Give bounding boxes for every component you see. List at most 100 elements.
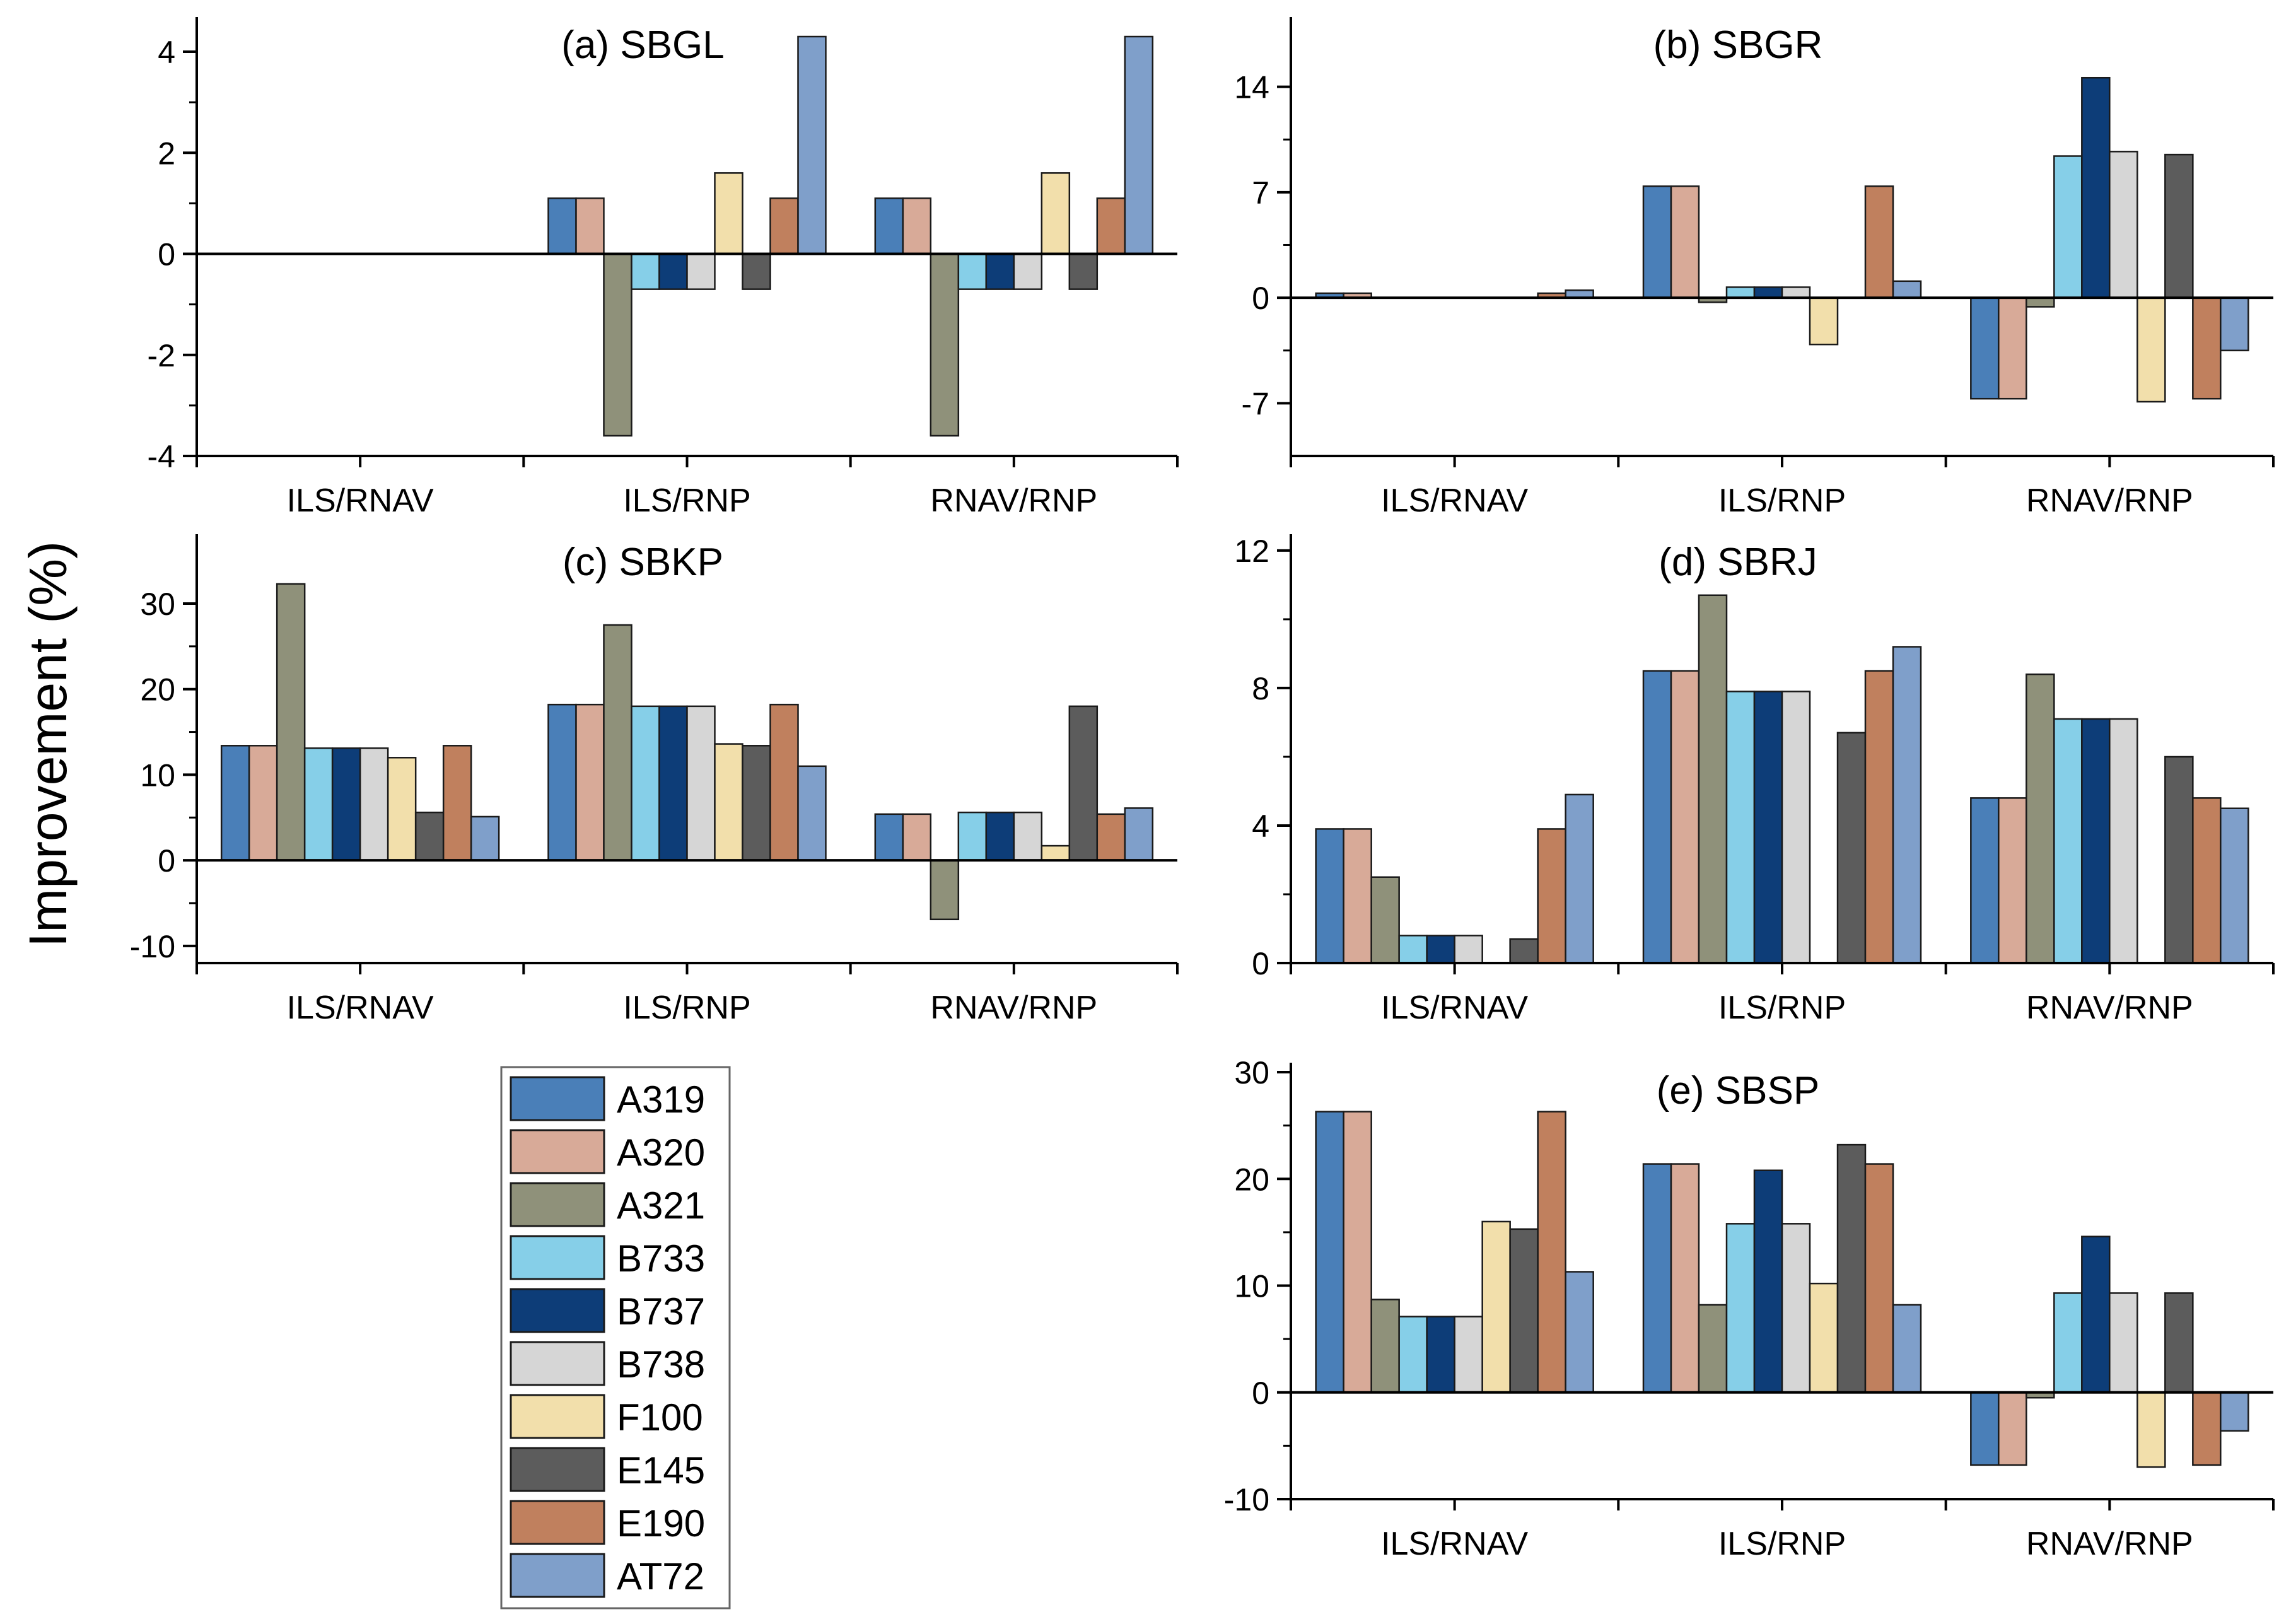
bar-b-a320-rnav-rnp	[1998, 296, 2027, 400]
bar-e-e190-ils-rnp	[1864, 1163, 1894, 1394]
bar-c-b738-ils-rnav	[359, 747, 389, 862]
bar-a-a321-ils-rnp	[603, 253, 633, 437]
bar-c-a319-ils-rnav	[220, 745, 250, 862]
bar-c-e190-ils-rnp	[769, 703, 799, 862]
y-tick-label: 20	[1234, 1162, 1269, 1197]
bar-d-a320-ils-rnp	[1670, 670, 1700, 964]
y-tick-label: 0	[1252, 946, 1269, 981]
legend-label-f100: F100	[617, 1396, 703, 1439]
bar-a-e190-ils-rnp	[769, 197, 799, 255]
panel-a-sbgl: -4 -2 0 2 4 ILS/RNAV ILS/RNP RNAV/RNP (a) SBGL	[148, 17, 1179, 519]
bar-e-b738-ils-rnav	[1454, 1316, 1483, 1394]
bar-e-b737-ils-rnp	[1753, 1169, 1783, 1393]
bar-c-a321-ils-rnp	[603, 624, 633, 862]
bar-e-e145-rnav-rnp	[2164, 1292, 2194, 1393]
y-tick-label: 0	[158, 843, 175, 879]
panel-title: (e) SBSP	[1657, 1069, 1819, 1113]
bar-c-b738-rnav-rnp	[1013, 811, 1043, 862]
bar-d-at72-ils-rnav	[1565, 793, 1594, 964]
bar-d-a319-ils-rnp	[1642, 670, 1672, 964]
bar-d-b737-ils-rnav	[1426, 935, 1455, 964]
legend-label-b733: B733	[617, 1237, 705, 1280]
bar-c-b738-ils-rnp	[686, 705, 716, 862]
legend-label-b737: B737	[617, 1290, 705, 1333]
y-tick-label: 2	[158, 136, 175, 171]
x-tick-label: ILS/RNP	[1718, 1526, 1846, 1562]
y-tick-label: 8	[1252, 671, 1269, 706]
y-tick-label: -2	[148, 338, 175, 373]
bar-b-a321-rnav-rnp	[2026, 296, 2055, 308]
y-tick-label: 0	[158, 237, 175, 272]
bar-d-at72-ils-rnp	[1892, 646, 1922, 964]
bar-e-f100-ils-rnp	[1809, 1282, 1839, 1393]
bar-e-e190-rnav-rnp	[2192, 1391, 2222, 1466]
bar-b-b737-ils-rnp	[1753, 286, 1783, 299]
bar-e-b733-ils-rnp	[1725, 1223, 1756, 1393]
bar-e-b733-rnav-rnp	[2053, 1292, 2083, 1393]
bar-c-e145-ils-rnp	[742, 745, 771, 862]
bar-a-b738-ils-rnp	[686, 253, 716, 290]
bar-b-a319-ils-rnp	[1642, 185, 1672, 299]
legend-label-a321: A321	[617, 1184, 705, 1227]
bar-a-at72-rnav-rnp	[1124, 35, 1154, 255]
bar-c-e145-ils-rnav	[414, 811, 445, 862]
bar-d-b737-ils-rnp	[1753, 691, 1783, 964]
bar-b-f100-rnav-rnp	[2137, 296, 2166, 403]
y-tick-label: 4	[1252, 809, 1269, 844]
bar-a-e145-rnav-rnp	[1068, 253, 1099, 290]
bar-e-a320-rnav-rnp	[1998, 1391, 2027, 1466]
legend-swatch-e190	[510, 1500, 605, 1545]
bar-a-a320-ils-rnp	[575, 197, 605, 255]
bar-c-e145-rnav-rnp	[1068, 705, 1099, 862]
bar-a-a319-rnav-rnp	[874, 197, 904, 255]
bar-c-b737-ils-rnav	[331, 747, 361, 862]
y-tick-label: -7	[1242, 386, 1269, 421]
bar-e-a320-ils-rnp	[1670, 1163, 1700, 1394]
bar-d-a321-ils-rnp	[1698, 594, 1728, 964]
bar-d-b738-ils-rnav	[1454, 935, 1483, 964]
legend-label-e190: E190	[617, 1502, 705, 1545]
x-tick-label: RNAV/RNP	[2026, 482, 2193, 519]
bar-a-b733-ils-rnp	[631, 253, 660, 290]
x-tick-label: ILS/RNAV	[1381, 1526, 1528, 1562]
bar-b-b737-rnav-rnp	[2081, 76, 2111, 299]
y-tick-label: 12	[1234, 534, 1269, 569]
bar-d-e190-rnav-rnp	[2192, 797, 2222, 964]
bar-c-e190-rnav-rnp	[1096, 813, 1126, 862]
bar-d-a320-rnav-rnp	[1998, 797, 2027, 964]
bar-e-a321-ils-rnav	[1370, 1299, 1400, 1393]
bar-b-e190-rnav-rnp	[2192, 296, 2222, 400]
panel-c-sbkp: -10 0 10 20 30 ILS/RNAV ILS/RNP RNAV/RNP (c) SBK…	[130, 534, 1179, 1026]
bar-b-b738-ils-rnp	[1781, 286, 1811, 299]
bar-b-b738-rnav-rnp	[2109, 151, 2138, 299]
bar-d-a319-ils-rnav	[1315, 828, 1344, 964]
bar-e-a320-ils-rnav	[1343, 1111, 1372, 1394]
bar-c-b737-ils-rnp	[658, 705, 688, 862]
bar-c-b733-rnav-rnp	[957, 811, 988, 862]
legend-swatch-a320	[510, 1129, 605, 1174]
bar-e-f100-ils-rnav	[1481, 1220, 1511, 1393]
bar-c-e190-ils-rnav	[442, 745, 472, 862]
bar-e-a319-ils-rnav	[1315, 1111, 1344, 1394]
legend-swatch-b733	[510, 1235, 605, 1280]
bar-e-e145-ils-rnav	[1509, 1228, 1539, 1393]
legend-label-e145: E145	[617, 1449, 705, 1492]
bar-e-b737-ils-rnav	[1426, 1316, 1455, 1394]
legend-swatch-a321	[510, 1182, 605, 1227]
bar-e-at72-ils-rnp	[1892, 1304, 1922, 1394]
y-tick-label: 0	[1252, 281, 1269, 316]
y-tick-label: 20	[140, 672, 175, 708]
bar-a-e190-rnav-rnp	[1096, 197, 1126, 255]
bar-a-f100-ils-rnp	[714, 172, 743, 255]
bar-d-a319-rnav-rnp	[1970, 797, 2000, 964]
bar-c-a320-ils-rnp	[575, 703, 605, 862]
bar-d-e145-rnav-rnp	[2164, 756, 2194, 964]
panel-e-sbsp: -10 0 10 20 30 ILS/RNAV ILS/RNP RNAV/RNP (e) SBS…	[1224, 1055, 2275, 1562]
legend-label-a319: A319	[617, 1078, 705, 1121]
bar-e-e190-ils-rnav	[1537, 1111, 1566, 1394]
bar-d-a321-rnav-rnp	[2026, 673, 2055, 964]
y-axis-label: Improvement (%)	[18, 541, 78, 947]
y-tick-label: 10	[1234, 1269, 1269, 1304]
x-tick-label: ILS/RNP	[1718, 482, 1846, 519]
